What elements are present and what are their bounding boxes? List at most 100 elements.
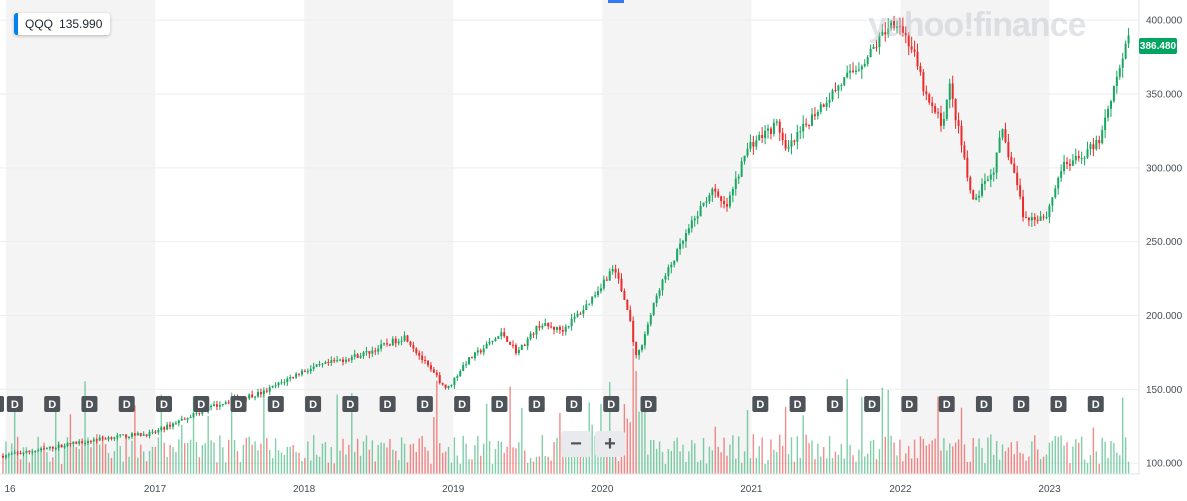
dividend-badge-bg (44, 396, 61, 412)
candle-body (289, 377, 292, 379)
candle-body (676, 249, 679, 261)
volume-bar (512, 447, 514, 474)
dividend-badge[interactable]: D (565, 396, 582, 412)
candle-body (259, 392, 262, 395)
candle-body (708, 195, 711, 202)
dividend-badge[interactable]: D (81, 396, 98, 412)
candle-body (468, 357, 471, 365)
dividend-badge[interactable]: D (416, 396, 433, 412)
dividend-badge[interactable]: D (826, 396, 843, 412)
dividend-badge[interactable]: D (491, 396, 508, 412)
candle-body (148, 432, 151, 436)
dividend-badge[interactable]: D (528, 396, 545, 412)
volume-bar (160, 394, 162, 474)
volume-bar (1028, 456, 1030, 474)
candle-body (497, 336, 500, 339)
candle-body (1054, 188, 1057, 198)
volume-bar (1066, 442, 1068, 474)
zoom-in-button[interactable]: + (595, 431, 625, 457)
volume-bar (213, 442, 215, 474)
dividend-badge[interactable]: D (230, 396, 247, 412)
volume-bar (966, 461, 969, 474)
symbol-legend[interactable]: QQQ 135.990 (14, 13, 111, 35)
volume-bar (963, 444, 966, 474)
candle-body (857, 69, 860, 71)
candle-body (371, 350, 374, 354)
dividend-badge[interactable]: D (1050, 396, 1067, 412)
dividend-badge[interactable]: D (118, 396, 135, 412)
dividend-badge[interactable]: D (1013, 396, 1030, 412)
dividend-badge[interactable]: D (975, 396, 992, 412)
volume-bar (49, 461, 51, 474)
candle-body (849, 70, 852, 73)
candle-body (895, 26, 898, 28)
volume-bar (128, 456, 130, 474)
volume-bar (855, 461, 857, 474)
candle-body (1057, 177, 1060, 189)
dividend-badge[interactable]: D (454, 396, 471, 412)
volume-bar (655, 448, 658, 474)
dividend-badge[interactable]: D (155, 396, 172, 412)
volume-bar (565, 444, 567, 474)
candle-body (186, 418, 189, 420)
dividend-badge-label: D (123, 399, 131, 411)
dividend-badge[interactable]: D (789, 396, 806, 412)
dividend-badge[interactable]: D (640, 396, 657, 412)
candle-body (898, 26, 901, 28)
y-tick-label: 400.000 (1146, 16, 1183, 27)
volume-bar (773, 449, 775, 474)
candle-body (456, 376, 459, 378)
candle-body (975, 197, 978, 200)
dividend-badge-bg (155, 396, 172, 412)
dividend-badge[interactable]: D (901, 396, 918, 412)
candle-body (75, 441, 78, 444)
candle-body (588, 303, 591, 305)
dividend-badge[interactable]: D (305, 396, 322, 412)
candle-body (98, 437, 101, 441)
volume-bar (207, 415, 209, 474)
candle-body (986, 179, 989, 182)
volume-bar (204, 443, 206, 474)
candle-body (623, 291, 626, 300)
candle-body (107, 437, 110, 440)
dividend-badge[interactable]: D (379, 396, 396, 412)
volume-bar (761, 437, 763, 474)
candle-body (643, 334, 646, 346)
volume-bar (954, 442, 957, 474)
volume-bar (647, 454, 649, 474)
candle-body (312, 366, 315, 369)
candle-body (125, 434, 128, 438)
candle-body (617, 272, 620, 279)
dividend-badge[interactable]: D (864, 396, 881, 412)
volume-bar (315, 454, 318, 474)
candle-body (415, 348, 418, 353)
candle-body (300, 370, 303, 375)
dividend-badge[interactable]: D (342, 396, 359, 412)
candle-body (948, 83, 951, 100)
dividend-badge-bg (789, 396, 806, 412)
dividend-badge[interactable]: D (267, 396, 284, 412)
candle-body (512, 344, 515, 346)
dividend-badge[interactable]: D (603, 396, 620, 412)
dividend-badge[interactable]: D (193, 396, 210, 412)
zoom-out-button[interactable]: − (561, 431, 591, 457)
volume-bar (178, 439, 180, 474)
candle-body (854, 70, 857, 72)
dividend-badge-bg (491, 396, 508, 412)
dividend-badge[interactable]: D (1087, 396, 1104, 412)
volume-bar (151, 446, 154, 474)
volume-bar (52, 457, 54, 474)
candle-body (1004, 129, 1007, 142)
dividend-badge[interactable]: D (6, 396, 23, 412)
candle-body (362, 352, 365, 356)
volume-bar (336, 394, 338, 474)
dividend-badge[interactable]: D (44, 396, 61, 412)
dividend-badge[interactable]: D (752, 396, 769, 412)
candle-body (670, 264, 673, 268)
volume-bar (374, 461, 376, 474)
volume-bar (1086, 463, 1089, 474)
dividend-badge[interactable]: D (938, 396, 955, 412)
candle-body (72, 441, 75, 444)
candle-body (374, 350, 377, 352)
